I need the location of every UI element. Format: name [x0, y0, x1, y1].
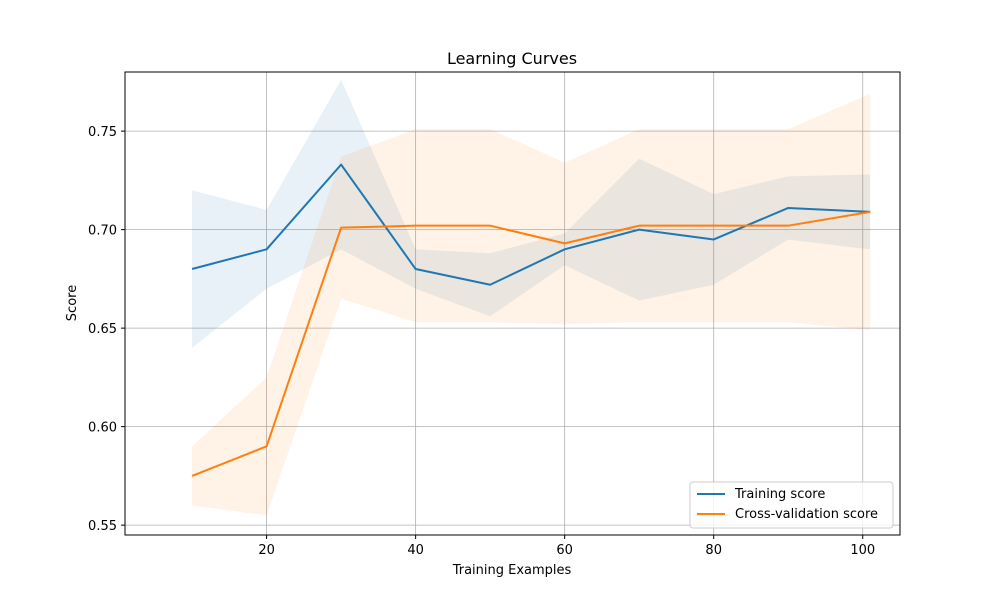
y-tick-label: 0.60: [88, 421, 117, 436]
band-cross-validation: [192, 93, 871, 516]
y-axis-label: Score: [65, 285, 80, 321]
y-axis-ticks: 0.55 0.60 0.65 0.70 0.75: [88, 125, 125, 534]
grid: [125, 72, 900, 535]
x-axis-label: Training Examples: [452, 563, 572, 578]
chart-title: Learning Curves: [447, 49, 577, 68]
legend-label-cross-validation: Cross-validation score: [735, 507, 878, 522]
confidence-bands: [192, 79, 871, 516]
line-training: [191, 163, 871, 286]
y-tick-label: 0.70: [88, 224, 117, 239]
legend: Training score Cross-validation score: [689, 481, 894, 529]
legend-label-training: Training score: [734, 487, 825, 502]
y-tick-label: 0.65: [88, 322, 117, 337]
x-tick-label: 80: [705, 543, 722, 558]
x-axis-ticks: 20 40 60 80 100: [258, 535, 875, 558]
x-tick-label: 20: [258, 543, 275, 558]
y-tick-label: 0.75: [88, 125, 117, 140]
x-tick-label: 40: [407, 543, 424, 558]
x-tick-label: 100: [850, 543, 875, 558]
plot-frame: [124, 71, 901, 536]
band-training: [192, 79, 871, 348]
legend-box: [689, 481, 894, 529]
x-tick-label: 60: [556, 543, 573, 558]
y-tick-label: 0.55: [88, 519, 117, 534]
series-lines: [191, 163, 871, 477]
line-cross-validation: [191, 210, 871, 477]
